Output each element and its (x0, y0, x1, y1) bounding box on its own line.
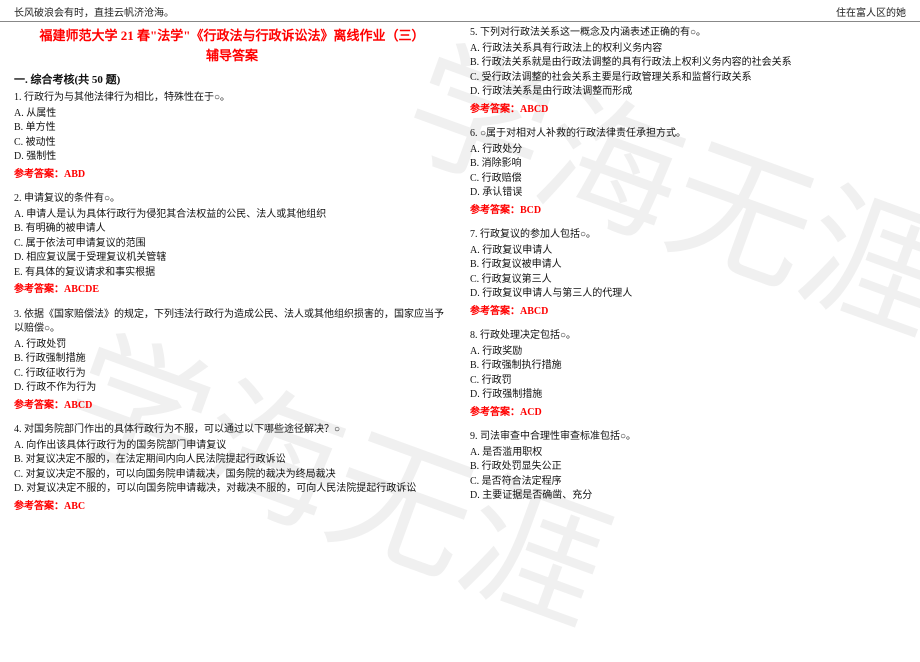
q8-opt-a: A. 行政奖励 (470, 345, 906, 360)
q5-opt-d: D. 行政法关系是由行政法调整而形成 (470, 85, 906, 100)
q3-stem: 3. 依据《国家赔偿法》的规定，下列违法行政行为造成公民、法人或其他组织损害的，… (14, 308, 450, 337)
q8-opt-c: C. 行政罚 (470, 374, 906, 389)
doc-title: 福建师范大学 21 春"法学"《行政法与行政诉讼法》离线作业（三） 辅导答案 (14, 26, 450, 65)
question-7: 7. 行政复议的参加人包括○。 A. 行政复议申请人 B. 行政复议被申请人 C… (470, 228, 906, 319)
right-column: 5. 下列对行政法关系这一概念及内涵表述正确的有○。 A. 行政法关系具有行政法… (460, 26, 906, 524)
question-4: 4. 对国务院部门作出的具体行政行为不服，可以通过以下哪些途径解决？○ A. 向… (14, 423, 450, 514)
q9-opt-b: B. 行政处罚显失公正 (470, 460, 906, 475)
q4-opt-a: A. 向作出该具体行政行为的国务院部门申请复议 (14, 439, 450, 454)
q8-stem: 8. 行政处理决定包括○。 (470, 329, 906, 344)
question-1: 1. 行政行为与其他法律行为相比，特殊性在于○。 A. 从属性 B. 单方性 C… (14, 91, 450, 182)
q9-opt-c: C. 是否符合法定程序 (470, 475, 906, 490)
q1-stem: 1. 行政行为与其他法律行为相比，特殊性在于○。 (14, 91, 450, 106)
q6-opt-d: D. 承认错误 (470, 186, 906, 201)
page-content: 福建师范大学 21 春"法学"《行政法与行政诉讼法》离线作业（三） 辅导答案 一… (0, 22, 920, 528)
q6-opt-c: C. 行政赔偿 (470, 172, 906, 187)
q7-opt-b: B. 行政复议被申请人 (470, 258, 906, 273)
q4-opt-c: C. 对复议决定不服的，可以向国务院申请裁决，国务院的裁决为终局裁决 (14, 468, 450, 483)
q4-stem: 4. 对国务院部门作出的具体行政行为不服，可以通过以下哪些途径解决？○ (14, 423, 450, 438)
q7-answer: 参考答案：ABCD (470, 305, 906, 320)
q5-opt-a: A. 行政法关系具有行政法上的权利义务内容 (470, 42, 906, 57)
q5-opt-b: B. 行政法关系就是由行政法调整的具有行政法上权利义务内容的社会关系 (470, 56, 906, 71)
header-left: 长风破浪会有时，直挂云帆济沧海。 (14, 4, 174, 19)
q6-opt-b: B. 消除影响 (470, 157, 906, 172)
q9-stem: 9. 司法审查中合理性审查标准包括○。 (470, 430, 906, 445)
q3-opt-a: A. 行政处罚 (14, 338, 450, 353)
left-column: 福建师范大学 21 春"法学"《行政法与行政诉讼法》离线作业（三） 辅导答案 一… (14, 26, 460, 524)
q3-opt-d: D. 行政不作为行为 (14, 381, 450, 396)
question-8: 8. 行政处理决定包括○。 A. 行政奖励 B. 行政强制执行措施 C. 行政罚… (470, 329, 906, 420)
q5-opt-c: C. 受行政法调整的社会关系主要是行政管理关系和监督行政关系 (470, 71, 906, 86)
q2-opt-e: E. 有具体的复议请求和事实根据 (14, 266, 450, 281)
question-2: 2. 申请复议的条件有○。 A. 申请人是认为具体行政行为侵犯其合法权益的公民、… (14, 192, 450, 298)
q2-stem: 2. 申请复议的条件有○。 (14, 192, 450, 207)
q3-opt-c: C. 行政征收行为 (14, 367, 450, 382)
question-3: 3. 依据《国家赔偿法》的规定，下列违法行政行为造成公民、法人或其他组织损害的，… (14, 308, 450, 414)
page-header: 长风破浪会有时，直挂云帆济沧海。 住在富人区的她 (0, 0, 920, 22)
q1-opt-d: D. 强制性 (14, 150, 450, 165)
q2-opt-c: C. 属于依法可申请复议的范围 (14, 237, 450, 252)
header-right: 住在富人区的她 (836, 4, 906, 19)
q7-stem: 7. 行政复议的参加人包括○。 (470, 228, 906, 243)
title-line-1: 福建师范大学 21 春"法学"《行政法与行政诉讼法》离线作业（三） (14, 26, 450, 46)
section-heading: 一. 综合考核(共 50 题) (14, 71, 450, 87)
q2-opt-d: D. 相应复议属于受理复议机关管辖 (14, 251, 450, 266)
q3-answer: 参考答案：ABCD (14, 399, 450, 414)
q2-opt-b: B. 有明确的被申请人 (14, 222, 450, 237)
q8-opt-d: D. 行政强制措施 (470, 388, 906, 403)
q7-opt-a: A. 行政复议申请人 (470, 244, 906, 259)
q5-stem: 5. 下列对行政法关系这一概念及内涵表述正确的有○。 (470, 26, 906, 41)
q6-stem: 6. ○属于对相对人补救的行政法律责任承担方式。 (470, 127, 906, 142)
question-9: 9. 司法审查中合理性审查标准包括○。 A. 是否滥用职权 B. 行政处罚显失公… (470, 430, 906, 504)
title-line-2: 辅导答案 (14, 46, 450, 66)
q4-opt-d: D. 对复议决定不服的，可以向国务院申请裁决，对裁决不服的，可向人民法院提起行政… (14, 482, 450, 497)
q4-answer: 参考答案：ABC (14, 500, 450, 515)
q1-opt-c: C. 被动性 (14, 136, 450, 151)
q8-opt-b: B. 行政强制执行措施 (470, 359, 906, 374)
question-5: 5. 下列对行政法关系这一概念及内涵表述正确的有○。 A. 行政法关系具有行政法… (470, 26, 906, 117)
q7-opt-c: C. 行政复议第三人 (470, 273, 906, 288)
q3-opt-b: B. 行政强制措施 (14, 352, 450, 367)
q6-opt-a: A. 行政处分 (470, 143, 906, 158)
q1-opt-a: A. 从属性 (14, 107, 450, 122)
q9-opt-a: A. 是否滥用职权 (470, 446, 906, 461)
q5-answer: 参考答案：ABCD (470, 103, 906, 118)
q7-opt-d: D. 行政复议申请人与第三人的代理人 (470, 287, 906, 302)
q1-answer: 参考答案：ABD (14, 168, 450, 183)
q8-answer: 参考答案：ACD (470, 406, 906, 421)
q6-answer: 参考答案：BCD (470, 204, 906, 219)
q2-answer: 参考答案：ABCDE (14, 283, 450, 298)
q1-opt-b: B. 单方性 (14, 121, 450, 136)
question-6: 6. ○属于对相对人补救的行政法律责任承担方式。 A. 行政处分 B. 消除影响… (470, 127, 906, 218)
q2-opt-a: A. 申请人是认为具体行政行为侵犯其合法权益的公民、法人或其他组织 (14, 208, 450, 223)
q4-opt-b: B. 对复议决定不服的，在法定期间内向人民法院提起行政诉讼 (14, 453, 450, 468)
q9-opt-d: D. 主要证据是否确凿、充分 (470, 489, 906, 504)
